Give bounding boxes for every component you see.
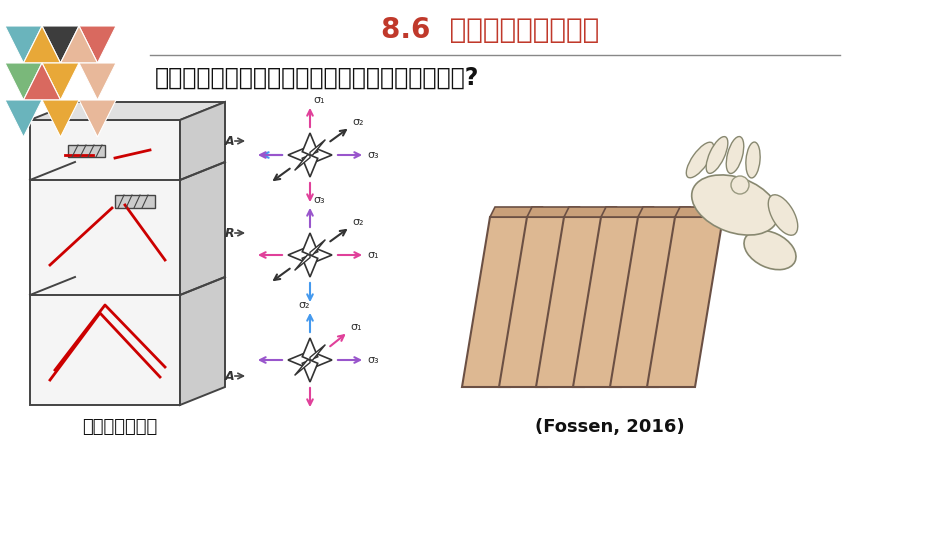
Polygon shape: [310, 140, 326, 155]
Polygon shape: [302, 360, 317, 382]
Text: σ₁: σ₁: [350, 322, 362, 332]
Text: σ₂: σ₂: [298, 300, 310, 310]
Polygon shape: [30, 120, 180, 405]
Polygon shape: [68, 145, 105, 157]
Polygon shape: [302, 255, 317, 277]
Polygon shape: [5, 26, 42, 63]
Polygon shape: [24, 63, 61, 100]
Polygon shape: [302, 233, 317, 255]
Polygon shape: [24, 26, 61, 63]
Polygon shape: [310, 147, 332, 163]
Text: σ₃: σ₃: [367, 355, 379, 365]
Text: σ₂: σ₂: [352, 117, 364, 127]
Polygon shape: [42, 26, 79, 63]
Polygon shape: [61, 26, 98, 63]
Ellipse shape: [731, 176, 749, 194]
Polygon shape: [310, 247, 332, 263]
Polygon shape: [79, 63, 116, 100]
Polygon shape: [288, 147, 310, 163]
Polygon shape: [527, 207, 580, 217]
Text: σ₃: σ₃: [313, 195, 325, 205]
Polygon shape: [647, 217, 723, 387]
Polygon shape: [294, 255, 310, 270]
Polygon shape: [675, 207, 728, 217]
Polygon shape: [288, 353, 310, 368]
Ellipse shape: [726, 136, 744, 173]
Text: σ₁: σ₁: [367, 250, 378, 260]
Polygon shape: [79, 26, 116, 63]
Polygon shape: [5, 100, 42, 137]
Text: 8.6  断层形成的构造背景: 8.6 断层形成的构造背景: [381, 16, 599, 44]
Polygon shape: [302, 155, 317, 177]
Polygon shape: [294, 360, 310, 376]
Polygon shape: [42, 63, 79, 100]
Polygon shape: [5, 63, 42, 100]
Ellipse shape: [746, 142, 760, 178]
Polygon shape: [573, 217, 649, 387]
Polygon shape: [462, 217, 538, 387]
Text: 正断层、逆断层、走滑断层在什么样的背景下产生?: 正断层、逆断层、走滑断层在什么样的背景下产生?: [155, 66, 480, 90]
Polygon shape: [490, 207, 543, 217]
Polygon shape: [601, 207, 654, 217]
Polygon shape: [115, 195, 155, 208]
Polygon shape: [310, 345, 326, 360]
Polygon shape: [310, 353, 332, 368]
Text: σ₃: σ₃: [367, 150, 379, 160]
Text: σ₂: σ₂: [352, 217, 364, 227]
Text: R: R: [225, 226, 235, 240]
Polygon shape: [30, 102, 225, 120]
Text: A: A: [225, 370, 235, 383]
Polygon shape: [79, 100, 116, 137]
Polygon shape: [638, 207, 691, 217]
Polygon shape: [42, 100, 79, 137]
Polygon shape: [536, 217, 612, 387]
Ellipse shape: [692, 175, 778, 235]
Text: (Fossen, 2016): (Fossen, 2016): [535, 418, 685, 436]
Polygon shape: [180, 102, 225, 405]
Polygon shape: [564, 207, 617, 217]
Polygon shape: [302, 133, 317, 155]
Polygon shape: [610, 217, 686, 387]
Polygon shape: [310, 240, 326, 255]
Text: σ₁: σ₁: [313, 95, 325, 105]
Text: 安德生断层模式: 安德生断层模式: [83, 418, 158, 436]
Polygon shape: [288, 247, 310, 263]
Polygon shape: [499, 217, 575, 387]
Text: A: A: [225, 134, 235, 148]
Ellipse shape: [769, 195, 798, 235]
Ellipse shape: [686, 142, 713, 178]
Polygon shape: [302, 338, 317, 360]
Polygon shape: [294, 155, 310, 171]
Ellipse shape: [706, 136, 728, 173]
Ellipse shape: [744, 231, 796, 270]
